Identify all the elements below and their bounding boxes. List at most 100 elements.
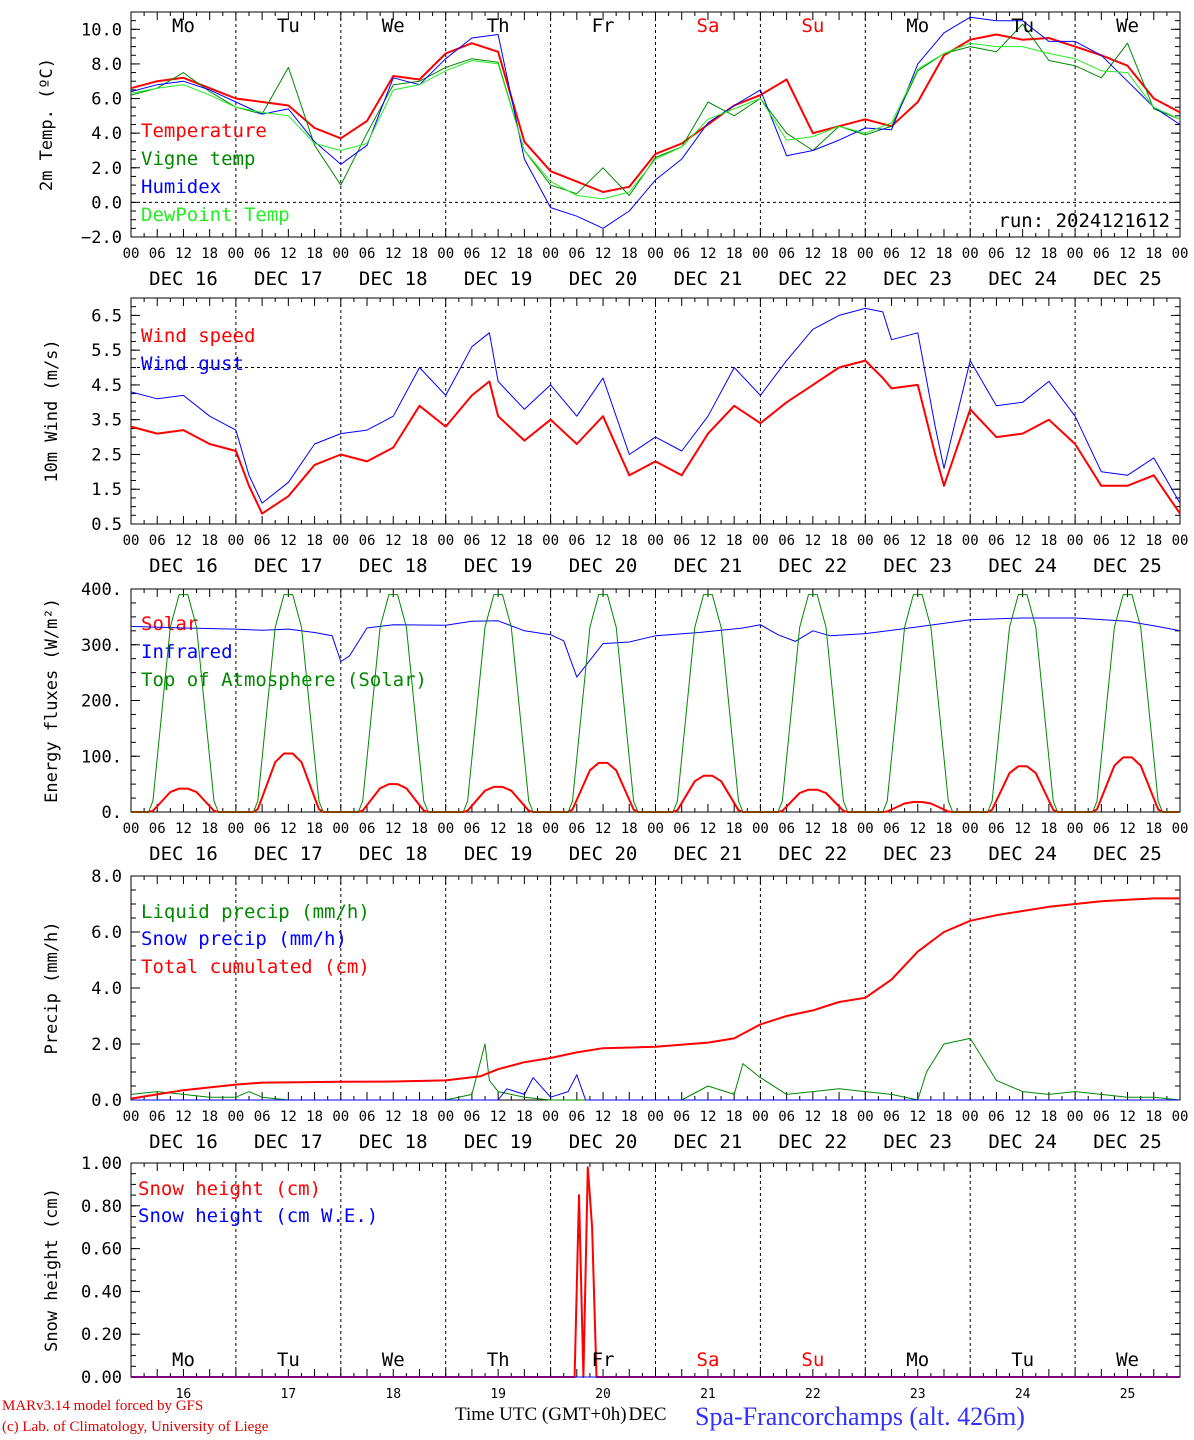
hour-label: 00 xyxy=(1172,821,1189,837)
hour-label: 06 xyxy=(1093,821,1110,837)
day-number: 21 xyxy=(700,1387,716,1402)
hour-label: 00 xyxy=(857,1109,874,1125)
date-label: DEC 24 xyxy=(988,555,1057,577)
date-label: DEC 24 xyxy=(988,268,1057,290)
y-tick-label: 8.0 xyxy=(91,867,122,887)
hour-label: 12 xyxy=(700,533,717,549)
hour-label: 12 xyxy=(1014,246,1031,262)
hour-label: 06 xyxy=(568,1109,585,1125)
hour-label: 00 xyxy=(332,821,349,837)
date-label: DEC 19 xyxy=(464,268,533,290)
hour-label: 00 xyxy=(1067,533,1084,549)
date-label: DEC 17 xyxy=(254,843,323,865)
date-label: DEC 20 xyxy=(569,1131,638,1153)
hour-label: 00 xyxy=(752,821,769,837)
hour-label: 00 xyxy=(647,533,664,549)
hour-label: 18 xyxy=(831,821,848,837)
hour-label: 06 xyxy=(883,246,900,262)
hour-label: 12 xyxy=(909,1109,926,1125)
weekday-label: Mo xyxy=(172,1349,195,1371)
model-credit: MARv3.14 model forced by GFS xyxy=(2,1398,204,1414)
y-tick-label: 5.5 xyxy=(91,341,122,361)
hour-label: 00 xyxy=(227,246,244,262)
y-tick-label: 0.20 xyxy=(81,1325,122,1345)
hour-label: 06 xyxy=(149,1109,166,1125)
legend-entry: Infrared xyxy=(141,641,233,663)
y-tick-label: 0. xyxy=(102,803,122,823)
hour-label: 00 xyxy=(752,1109,769,1125)
hour-label: 18 xyxy=(936,1109,953,1125)
hour-label: 00 xyxy=(437,246,454,262)
y-tick-label: 4.0 xyxy=(91,124,122,144)
hour-label: 18 xyxy=(1145,246,1162,262)
hour-label: 06 xyxy=(463,1109,480,1125)
series-line xyxy=(130,16,1181,229)
hour-label: 12 xyxy=(385,533,402,549)
hour-label: 12 xyxy=(175,246,192,262)
hour-label: 00 xyxy=(857,246,874,262)
hour-label: 06 xyxy=(1093,533,1110,549)
hour-label: 06 xyxy=(359,821,376,837)
y-tick-label: 4.5 xyxy=(91,376,122,396)
hour-label: 18 xyxy=(411,1109,428,1125)
hour-label: 00 xyxy=(437,533,454,549)
hour-label: 12 xyxy=(280,533,297,549)
hour-label: 00 xyxy=(123,821,140,837)
y-tick-label: 1.5 xyxy=(91,480,122,500)
hour-label: 12 xyxy=(595,821,612,837)
y-tick-label: 6.0 xyxy=(91,90,122,110)
series-line xyxy=(130,897,1180,1100)
hour-label: 06 xyxy=(463,821,480,837)
hour-label: 18 xyxy=(516,821,533,837)
hour-label: 00 xyxy=(1067,246,1084,262)
date-label: DEC 24 xyxy=(988,843,1057,865)
hour-label: 06 xyxy=(463,533,480,549)
hour-label: 00 xyxy=(123,246,140,262)
hour-label: 12 xyxy=(1014,533,1031,549)
hour-label: 06 xyxy=(149,533,166,549)
hour-label: 18 xyxy=(621,821,638,837)
day-number: 23 xyxy=(910,1387,926,1402)
date-label: DEC 20 xyxy=(569,268,638,290)
hour-label: 00 xyxy=(752,533,769,549)
series-line xyxy=(130,23,1181,196)
hour-label: 00 xyxy=(437,1109,454,1125)
date-label: DEC 21 xyxy=(674,555,743,577)
legend-entry: Liquid precip (mm/h) xyxy=(141,901,370,923)
series-line xyxy=(130,307,1181,504)
weekday-label: We xyxy=(382,15,405,37)
hour-label: 18 xyxy=(1145,821,1162,837)
hour-label: 06 xyxy=(359,1109,376,1125)
hour-label: 18 xyxy=(1145,533,1162,549)
weekday-label: Fr xyxy=(592,15,615,37)
weekday-label: Mo xyxy=(906,15,929,37)
y-axis-title: Precip (mm/h) xyxy=(42,921,62,1054)
weekday-label: Th xyxy=(487,1349,510,1371)
hour-label: 18 xyxy=(936,821,953,837)
hour-label: 00 xyxy=(1172,533,1189,549)
date-label: DEC 22 xyxy=(779,268,848,290)
hour-label: 06 xyxy=(988,246,1005,262)
hour-label: 12 xyxy=(280,1109,297,1125)
hour-label: 18 xyxy=(516,533,533,549)
y-tick-label: 8.0 xyxy=(91,55,122,75)
y-tick-label: 2.0 xyxy=(91,159,122,179)
hour-label: 00 xyxy=(962,1109,979,1125)
date-label: DEC 25 xyxy=(1093,555,1162,577)
hour-label: 06 xyxy=(673,1109,690,1125)
date-label: DEC 25 xyxy=(1093,268,1162,290)
y-tick-label: 0.0 xyxy=(91,1091,122,1111)
hour-label: 18 xyxy=(621,246,638,262)
hour-label: 00 xyxy=(542,533,559,549)
hour-label: 00 xyxy=(857,821,874,837)
series-line xyxy=(131,594,1180,813)
y-tick-label: 1.00 xyxy=(81,1154,122,1174)
y-tick-label: −2.0 xyxy=(81,228,122,248)
hour-label: 00 xyxy=(647,246,664,262)
date-label: DEC 23 xyxy=(883,268,952,290)
hour-label: 12 xyxy=(700,821,717,837)
hour-label: 12 xyxy=(385,821,402,837)
series-line xyxy=(130,33,1181,193)
hour-label: 06 xyxy=(568,821,585,837)
hour-label: 06 xyxy=(359,533,376,549)
